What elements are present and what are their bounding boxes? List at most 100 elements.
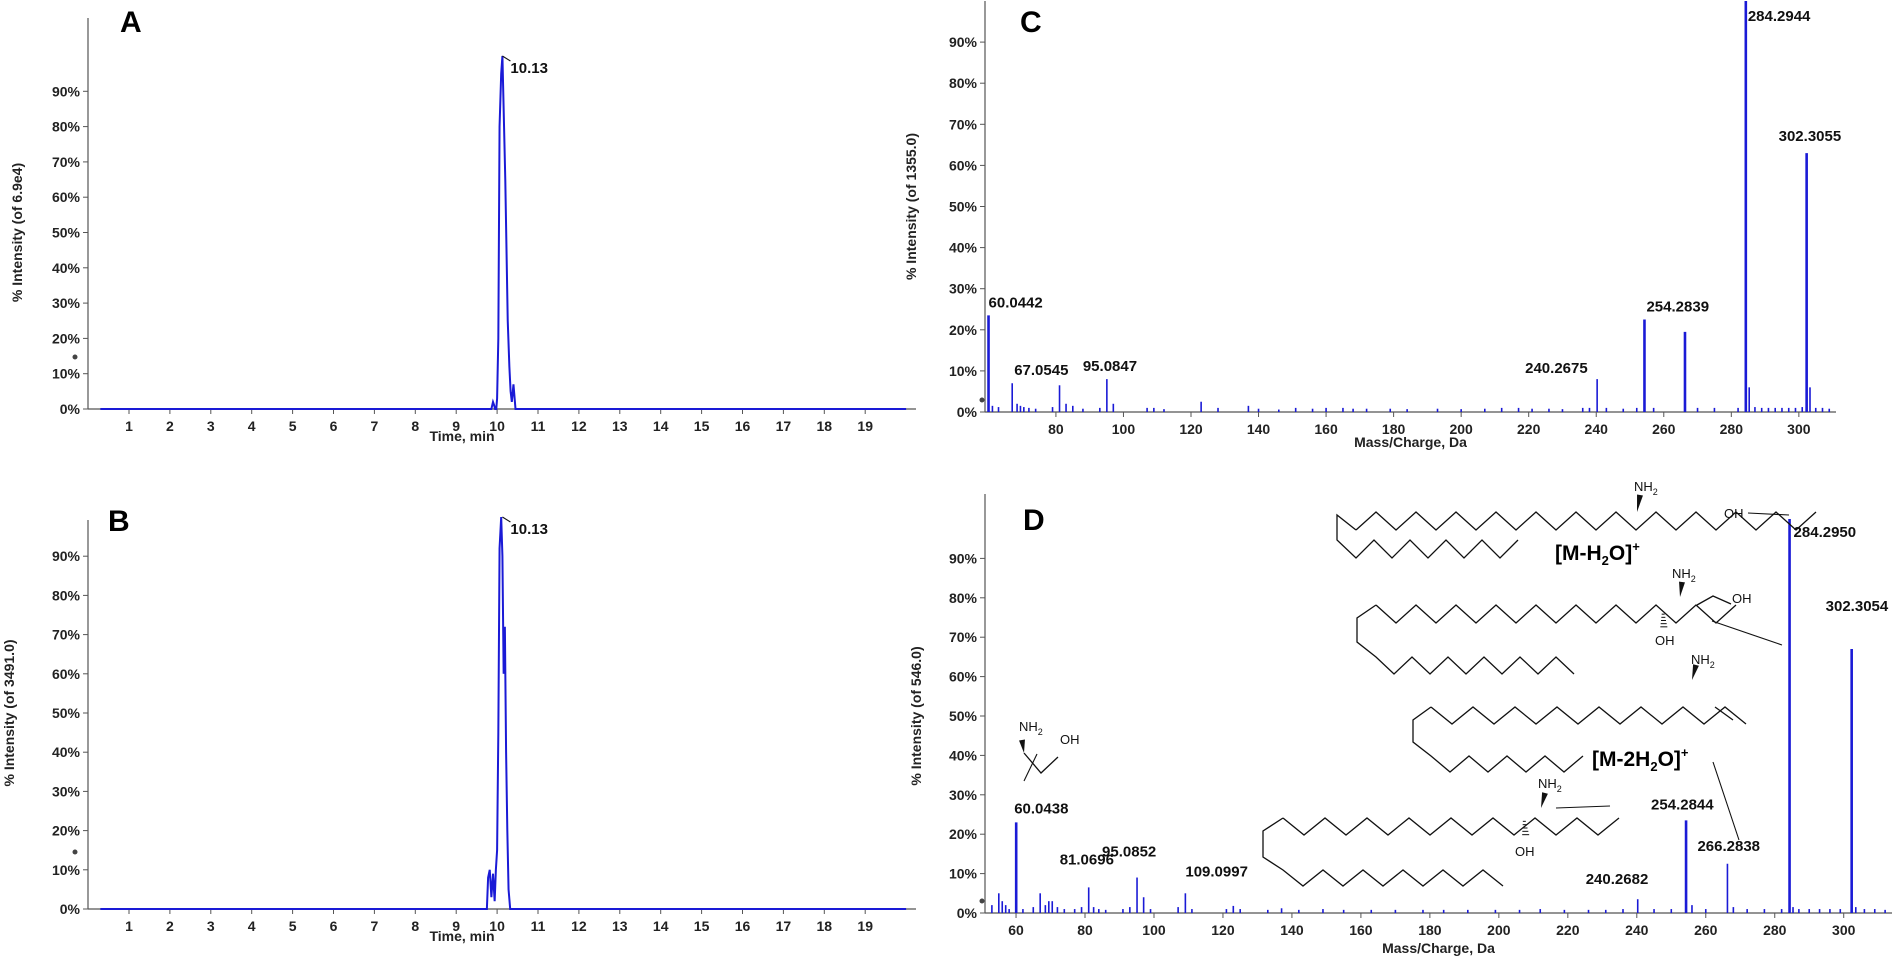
wedge-4 <box>1541 792 1548 808</box>
x-tick-label: 1 <box>125 418 133 434</box>
x-tick-label: 19 <box>857 418 873 434</box>
x-tick-label: 2 <box>166 918 174 934</box>
x-tick-label: 12 <box>571 918 587 934</box>
annotation-leader <box>502 55 511 62</box>
x-tick-label: 9 <box>452 918 460 934</box>
oh-label: OH <box>1655 633 1675 648</box>
y-tick-label: 80% <box>949 590 978 606</box>
x-tick-label: 14 <box>653 418 669 434</box>
y-tick-label: 40% <box>949 240 978 256</box>
peak-label: 284.2944 <box>1748 8 1811 25</box>
x-tick-label: 3 <box>207 918 215 934</box>
x-tick-label: 11 <box>531 918 546 934</box>
oh-label: OH <box>1515 844 1535 859</box>
x-tick-label: 1 <box>125 918 133 934</box>
x-tick-label: 60 <box>1008 922 1024 938</box>
peak-label: 284.2950 <box>1794 524 1857 541</box>
oh-label: OH <box>1732 591 1752 606</box>
callout-284 <box>1747 512 1790 516</box>
chromatogram-trace <box>100 55 907 410</box>
x-tick-label: 180 <box>1382 421 1406 437</box>
x-tick-label: 4 <box>248 418 256 434</box>
y-axis-title: % Intensity (of 6.9e4) <box>9 163 25 302</box>
chain-2-tail <box>1356 604 1575 675</box>
x-axis-title: Mass/Charge, Da <box>1382 940 1495 956</box>
wedge-2 <box>1679 581 1685 597</box>
y-tick-label: 0% <box>957 404 978 420</box>
y-tick-label: 0% <box>60 901 81 917</box>
panel-letter: C <box>1020 6 1042 39</box>
chain-4-tail <box>1262 817 1504 887</box>
x-tick-label: 13 <box>612 418 628 434</box>
x-tick-label: 120 <box>1179 421 1203 437</box>
y-tick-label: 40% <box>52 744 81 760</box>
nh2-label: NH2 <box>1538 776 1562 794</box>
chain-2-top <box>1375 604 1737 624</box>
peak-label: 10.13 <box>510 521 548 538</box>
panel-b: B0%10%20%30%40%50%60%70%80%90%1 2 3 4 5 6 7 8 9 1… <box>1 505 916 944</box>
oh-label: OH <box>1060 732 1080 747</box>
y-tick-label: 70% <box>52 154 81 170</box>
panel-c: C 0% 10% 20% 30% 40% 50% 60% 70% 80% 90% 80 100 120 14… <box>903 1 1841 450</box>
annotation-leader <box>502 516 511 523</box>
y-tick-label: 20% <box>949 826 978 842</box>
nh2-label: NH2 <box>1672 566 1696 584</box>
x-tick-label: 9 <box>452 418 460 434</box>
y-tick-label: 90% <box>52 83 81 99</box>
y-tick-label: 50% <box>949 199 978 215</box>
x-tick-label: 15 <box>694 918 710 934</box>
axis-marker <box>72 354 78 360</box>
y-tick-label: 10% <box>52 862 81 878</box>
wedge-3 <box>1692 664 1699 680</box>
x-tick-label: 160 <box>1314 421 1338 437</box>
x-tick-label: 280 <box>1763 922 1787 938</box>
x-tick-label: 13 <box>612 918 628 934</box>
x-tick-label: 200 <box>1449 421 1473 437</box>
y-tick-label: 10% <box>949 363 978 379</box>
chain-2-end <box>1696 595 1732 606</box>
x-tick-label: 8 <box>411 418 419 434</box>
peak-label: 95.0847 <box>1083 358 1137 375</box>
chain-5 <box>1023 752 1059 774</box>
y-tick-label: 30% <box>52 783 81 799</box>
x-tick-label: 100 <box>1142 922 1166 938</box>
y-axis-title: % Intensity (of 546.0) <box>908 646 924 785</box>
x-tick-label: 200 <box>1487 922 1511 938</box>
y-tick-label: 80% <box>949 75 978 91</box>
axis-marker <box>979 898 985 904</box>
chromatogram-trace <box>100 516 907 910</box>
y-tick-label: 30% <box>949 787 978 803</box>
nh2-label: NH2 <box>1019 719 1043 737</box>
panel-letter: A <box>120 6 142 39</box>
y-tick-label: 30% <box>52 295 81 311</box>
x-tick-label: 12 <box>571 418 587 434</box>
chain-3-tail <box>1412 706 1584 773</box>
chain-1-top <box>1355 511 1817 531</box>
x-axis-title: Mass/Charge, Da <box>1354 434 1467 450</box>
x-tick-label: 260 <box>1652 421 1676 437</box>
x-tick-label: 10 <box>489 418 505 434</box>
y-tick-label: 0% <box>60 401 81 417</box>
x-tick-label: 16 <box>735 418 751 434</box>
x-axis-title: Time, min <box>429 928 494 944</box>
x-tick-label: 100 <box>1112 421 1136 437</box>
panel-letter: B <box>108 505 130 538</box>
peak-label: 109.0997 <box>1185 863 1248 880</box>
y-tick-label: 20% <box>949 322 978 338</box>
x-tick-label: 180 <box>1418 922 1442 938</box>
y-tick-label: 90% <box>52 548 81 564</box>
peak-label: 240.2682 <box>1586 871 1649 888</box>
peak-label: 240.2675 <box>1525 360 1588 377</box>
y-tick-label: 70% <box>949 629 978 645</box>
callout-266 <box>1712 761 1740 841</box>
y-tick-label: 60% <box>949 157 978 173</box>
y-tick-label: 50% <box>52 225 81 241</box>
x-tick-label: 240 <box>1625 922 1649 938</box>
x-tick-label: 19 <box>857 918 873 934</box>
y-tick-label: 30% <box>949 281 978 297</box>
x-tick-label: 280 <box>1720 421 1744 437</box>
y-tick-label: 90% <box>949 34 978 50</box>
y-tick-label: 20% <box>52 330 81 346</box>
x-tick-label: 220 <box>1517 421 1541 437</box>
